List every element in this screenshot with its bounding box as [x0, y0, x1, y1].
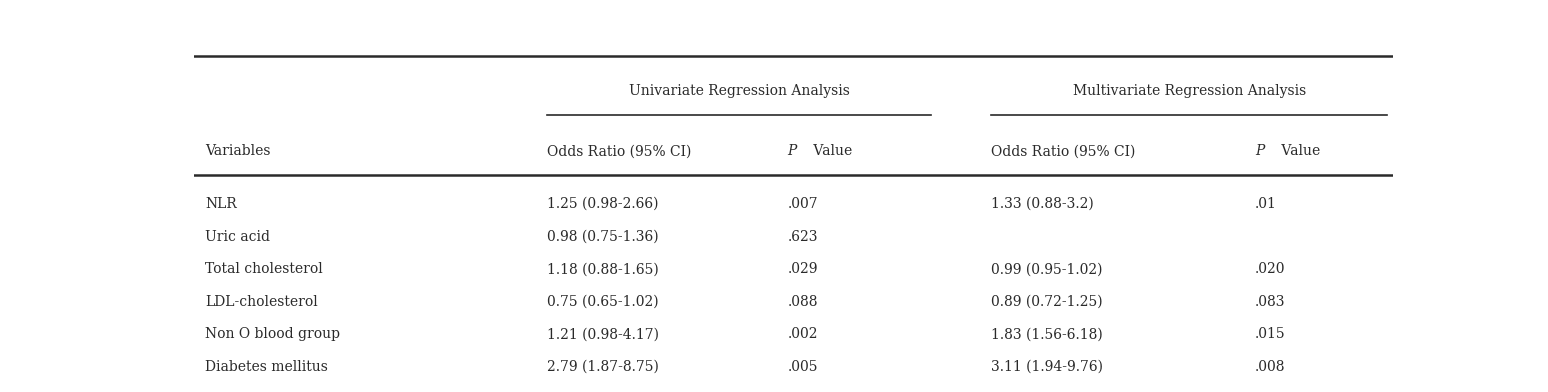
- Text: Non O blood group: Non O blood group: [206, 327, 341, 341]
- Text: .029: .029: [788, 262, 817, 276]
- Text: .015: .015: [1255, 327, 1286, 341]
- Text: .020: .020: [1255, 262, 1286, 276]
- Text: .007: .007: [788, 197, 817, 211]
- Text: .002: .002: [788, 327, 817, 341]
- Text: 0.89 (0.72-1.25): 0.89 (0.72-1.25): [991, 295, 1102, 309]
- Text: 1.25 (0.98-2.66): 1.25 (0.98-2.66): [548, 197, 659, 211]
- Text: 2.79 (1.87-8.75): 2.79 (1.87-8.75): [548, 360, 659, 374]
- Text: 1.83 (1.56-6.18): 1.83 (1.56-6.18): [991, 327, 1104, 341]
- Text: Diabetes mellitus: Diabetes mellitus: [206, 360, 328, 374]
- Text: Multivariate Regression Analysis: Multivariate Regression Analysis: [1073, 84, 1307, 98]
- Text: .623: .623: [788, 230, 817, 243]
- Text: Total cholesterol: Total cholesterol: [206, 262, 324, 276]
- Text: .083: .083: [1255, 295, 1286, 309]
- Text: Value: Value: [1277, 144, 1320, 158]
- Text: Odds Ratio (95% CI): Odds Ratio (95% CI): [991, 144, 1136, 158]
- Text: Variables: Variables: [206, 144, 271, 158]
- Text: .01: .01: [1255, 197, 1277, 211]
- Text: 0.98 (0.75-1.36): 0.98 (0.75-1.36): [548, 230, 659, 243]
- Text: 1.33 (0.88-3.2): 1.33 (0.88-3.2): [991, 197, 1094, 211]
- Text: .088: .088: [788, 295, 817, 309]
- Text: Univariate Regression Analysis: Univariate Regression Analysis: [628, 84, 850, 98]
- Text: Uric acid: Uric acid: [206, 230, 271, 243]
- Text: 3.11 (1.94-9.76): 3.11 (1.94-9.76): [991, 360, 1104, 374]
- Text: 0.75 (0.65-1.02): 0.75 (0.65-1.02): [548, 295, 659, 309]
- Text: P: P: [1255, 144, 1265, 158]
- Text: .008: .008: [1255, 360, 1286, 374]
- Text: Odds Ratio (95% CI): Odds Ratio (95% CI): [548, 144, 692, 158]
- Text: Value: Value: [810, 144, 853, 158]
- Text: 1.21 (0.98-4.17): 1.21 (0.98-4.17): [548, 327, 659, 341]
- Text: 0.99 (0.95-1.02): 0.99 (0.95-1.02): [991, 262, 1102, 276]
- Text: LDL-cholesterol: LDL-cholesterol: [206, 295, 319, 309]
- Text: .005: .005: [788, 360, 817, 374]
- Text: P: P: [788, 144, 797, 158]
- Text: 1.18 (0.88-1.65): 1.18 (0.88-1.65): [548, 262, 659, 276]
- Text: NLR: NLR: [206, 197, 237, 211]
